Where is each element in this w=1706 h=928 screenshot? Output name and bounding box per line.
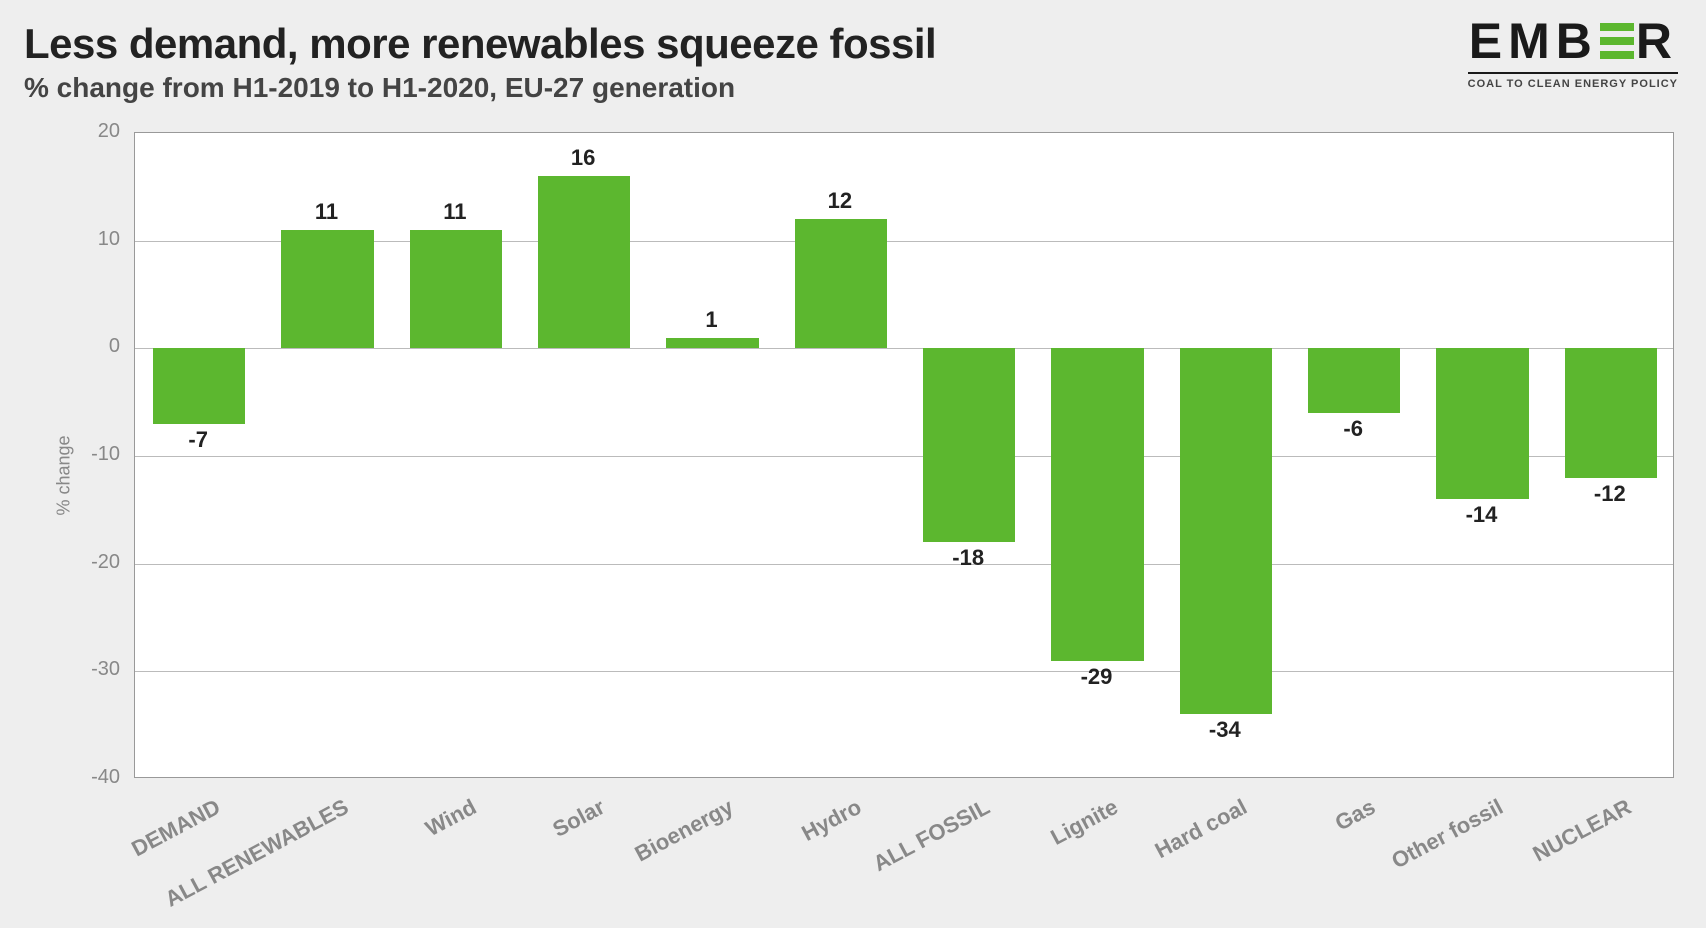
bar	[281, 230, 373, 348]
grid-line	[135, 671, 1673, 672]
category-label: Other fossil	[1388, 794, 1508, 874]
y-tick-label: -40	[24, 766, 120, 789]
bar-value-label: -29	[1081, 664, 1113, 690]
bar-value-label: -18	[952, 545, 984, 571]
logo-e-icon	[1600, 23, 1634, 59]
logo-prefix: EMB	[1469, 16, 1598, 66]
y-tick-label: 20	[24, 120, 120, 143]
category-label: Gas	[1330, 794, 1379, 836]
y-tick-label: -20	[24, 551, 120, 574]
grid-line	[135, 564, 1673, 565]
bar	[538, 176, 630, 348]
y-tick-label: 0	[24, 335, 120, 358]
bar	[1051, 348, 1143, 660]
bar	[1565, 348, 1657, 477]
bar-value-label: -14	[1466, 502, 1498, 528]
bar	[666, 338, 758, 349]
category-label: Hydro	[798, 794, 866, 847]
category-label: Solar	[549, 794, 610, 843]
y-tick-label: -30	[24, 658, 120, 681]
bar-value-label: 11	[315, 199, 338, 225]
bar	[153, 348, 245, 423]
category-label: Hard coal	[1150, 794, 1251, 864]
y-tick-label: 10	[24, 228, 120, 251]
category-label: Bioenergy	[631, 794, 738, 867]
bar-value-label: -6	[1343, 416, 1363, 442]
category-label: NUCLEAR	[1529, 794, 1636, 867]
bar	[1180, 348, 1272, 714]
bar-value-label: 1	[705, 307, 717, 333]
category-label: Wind	[422, 794, 481, 842]
bar	[1436, 348, 1528, 499]
bar	[410, 230, 502, 348]
bar-value-label: 12	[828, 188, 852, 214]
bar	[923, 348, 1015, 542]
bar-value-label: -34	[1209, 717, 1241, 743]
y-axis-label: % change	[54, 396, 75, 516]
bar	[1308, 348, 1400, 413]
ember-logo: EMB R COAL TO CLEAN ENERGY POLICY	[1468, 16, 1678, 90]
bar-value-label: 16	[571, 145, 595, 171]
category-label: ALL FOSSIL	[869, 794, 994, 877]
category-label: Lignite	[1047, 794, 1123, 851]
chart-container: -40-30-20-1001020% change-7DEMAND11ALL R…	[24, 128, 1682, 908]
chart-header: Less demand, more renewables squeeze fos…	[24, 20, 1682, 104]
chart-title: Less demand, more renewables squeeze fos…	[24, 20, 1682, 68]
bar-value-label: 11	[443, 199, 466, 225]
bar	[795, 219, 887, 348]
category-label: DEMAND	[127, 794, 224, 862]
logo-suffix: R	[1636, 16, 1678, 66]
plot-area	[134, 132, 1674, 778]
bar-value-label: -12	[1594, 481, 1626, 507]
chart-subtitle: % change from H1-2019 to H1-2020, EU-27 …	[24, 72, 1682, 104]
logo-tagline: COAL TO CLEAN ENERGY POLICY	[1468, 72, 1678, 90]
bar-value-label: -7	[188, 427, 208, 453]
logo-wordmark: EMB R	[1468, 16, 1678, 66]
